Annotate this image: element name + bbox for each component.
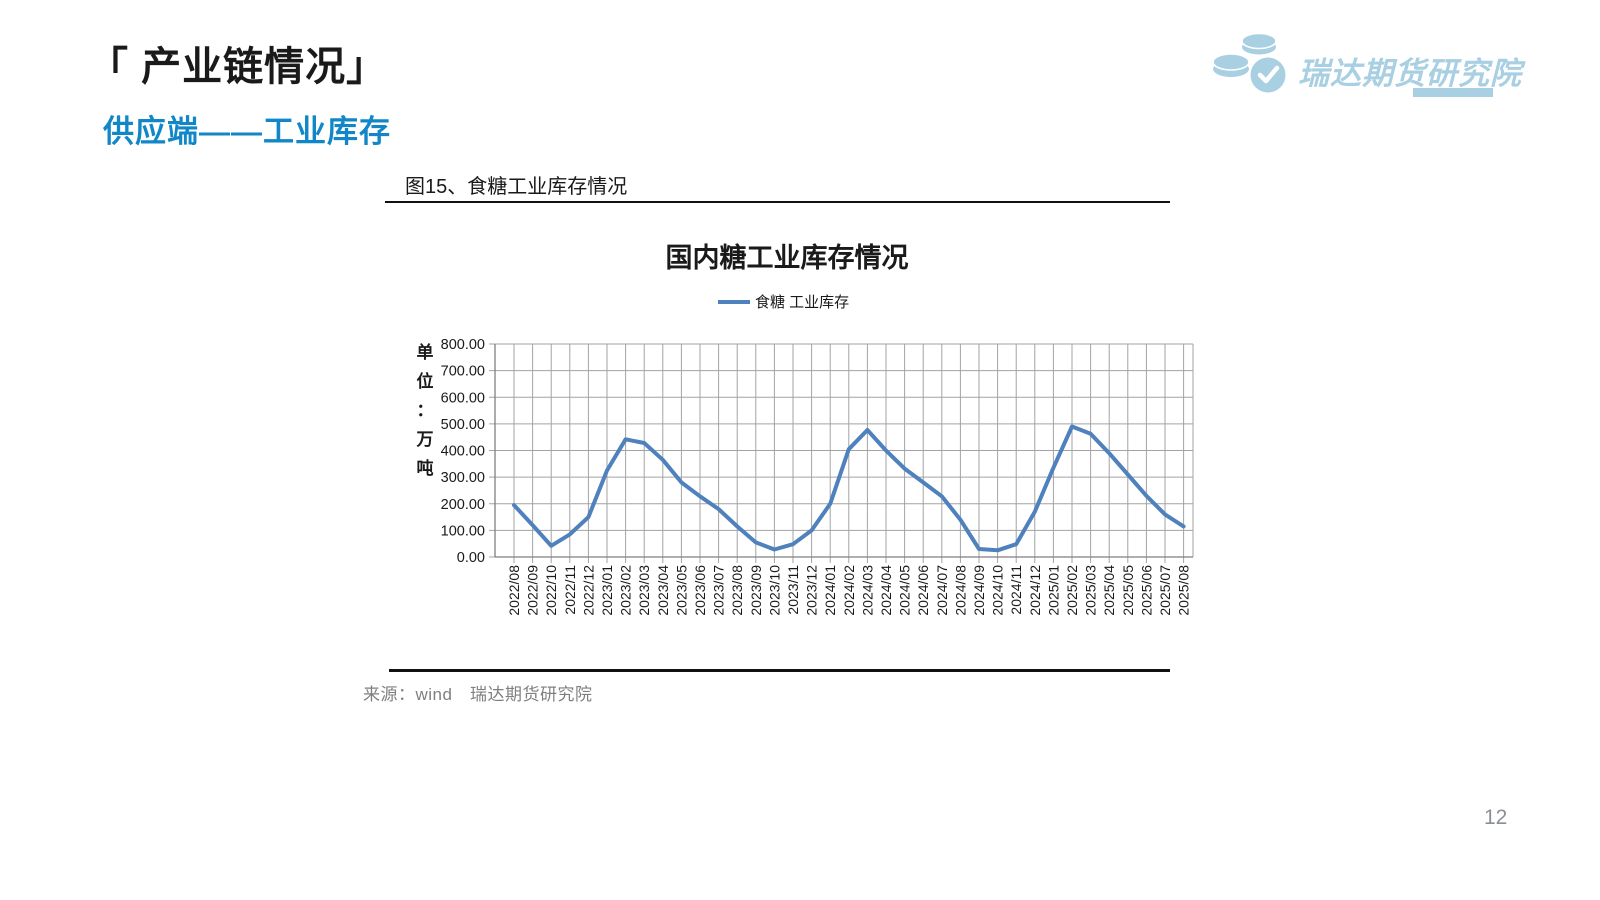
x-tick-label: 2025/02 — [1064, 565, 1080, 616]
x-tick-label: 2024/05 — [897, 565, 913, 616]
figure-caption: 图15、食糖工业库存情况 — [405, 176, 628, 198]
svg-text:位: 位 — [417, 371, 434, 391]
logo-text: 瑞达期货研究院 — [1298, 56, 1522, 91]
x-tick-label: 2022/08 — [506, 565, 522, 616]
series-line — [512, 424, 1186, 553]
x-tick-label: 2023/04 — [655, 565, 671, 616]
x-tick-label: 2023/05 — [673, 565, 689, 616]
x-tick-label: 2023/03 — [636, 565, 652, 616]
y-tick-label: 700.00 — [441, 364, 485, 380]
x-tick-label: 2024/09 — [971, 565, 987, 616]
section-subtitle: 供应端——工业库存 — [103, 114, 391, 149]
x-tick-label: 2023/11 — [785, 565, 801, 615]
x-tick-label: 2025/04 — [1101, 565, 1117, 616]
company-logo: 瑞达期货研究院 — [1212, 26, 1521, 106]
y-tick-label: 400.00 — [441, 444, 485, 460]
x-tick-label: 2023/01 — [599, 565, 615, 616]
x-tick-label: 2022/10 — [543, 565, 559, 616]
y-tick-label: 600.00 — [441, 390, 485, 406]
y-gridlines: 0.00 100.00 200.00 300.00 400.00 500.00 600.00… — [441, 337, 1193, 566]
coins-check-icon — [1212, 32, 1286, 93]
chart-legend: 食糖 工业库存 — [718, 294, 849, 311]
svg-text:单: 单 — [417, 342, 434, 362]
x-tick-label: 2024/10 — [990, 565, 1006, 616]
x-tick-label: 2024/07 — [934, 565, 950, 616]
y-tick-label: 500.00 — [441, 417, 485, 433]
y-axis-unit-label: 单位 ： 万吨 — [416, 342, 434, 478]
x-tick-label: 2023/08 — [729, 565, 745, 616]
x-tick-label: 2023/07 — [711, 565, 727, 616]
y-tick-label: 100.00 — [441, 523, 485, 539]
x-tick-label: 2025/03 — [1083, 565, 1099, 616]
x-tick-label: 2025/05 — [1120, 565, 1136, 616]
logo-underline — [1413, 88, 1493, 97]
y-tick-label: 200.00 — [441, 497, 485, 513]
page-number: 12 — [1484, 806, 1508, 829]
x-tick-label: 2024/01 — [822, 565, 838, 616]
chart-area: 国内糖工业库存情况食糖 工业库存 0.00 100.00 200.00 300.00 40… — [400, 225, 1200, 655]
x-tick-label: 2024/11 — [1008, 565, 1024, 615]
x-tick-label: 2024/06 — [915, 565, 931, 616]
x-tick-label: 2024/12 — [1027, 565, 1043, 616]
x-tick-label: 2025/01 — [1045, 565, 1061, 616]
x-tick-label: 2025/08 — [1176, 565, 1192, 616]
x-gridlines — [513, 344, 1194, 563]
page-title: 「 产业链情况」 — [88, 45, 388, 89]
x-tick-label: 2022/09 — [525, 565, 541, 616]
y-tick-label: 300.00 — [441, 470, 485, 486]
x-tick-label: 2023/12 — [804, 565, 820, 616]
y-tick-label: 800.00 — [441, 337, 485, 353]
figure-top-rule — [385, 201, 1170, 203]
x-tick-label: 2023/09 — [748, 565, 764, 616]
x-tick-label: 2023/06 — [692, 565, 708, 616]
x-tick-label: 2024/08 — [952, 565, 968, 616]
svg-text:吨: 吨 — [417, 458, 434, 478]
x-tick-label: 2022/11 — [562, 565, 578, 615]
figure-bottom-rule — [389, 669, 1170, 672]
x-tick-label: 2024/02 — [841, 565, 857, 616]
x-tick-label: 2025/07 — [1157, 565, 1173, 616]
chart-title: 国内糖工业库存情况 — [666, 242, 909, 274]
x-tick-label: 2024/03 — [859, 565, 875, 616]
x-axis-labels: 2022/08 2022/09 2022/10 2022/11 2022/12 2023/… — [506, 565, 1192, 616]
x-tick-label: 2023/02 — [618, 565, 634, 616]
x-tick-label: 2022/12 — [580, 565, 596, 616]
y-tick-label: 0.00 — [457, 550, 485, 566]
legend-label: 食糖 工业库存 — [755, 294, 849, 311]
source-note: 来源：wind 瑞达期货研究院 — [363, 685, 593, 704]
svg-text:万: 万 — [416, 430, 434, 449]
x-tick-label: 2023/10 — [766, 565, 782, 616]
x-tick-label: 2025/06 — [1138, 565, 1154, 616]
x-tick-label: 2024/04 — [878, 565, 894, 616]
svg-text:：: ： — [417, 401, 434, 420]
